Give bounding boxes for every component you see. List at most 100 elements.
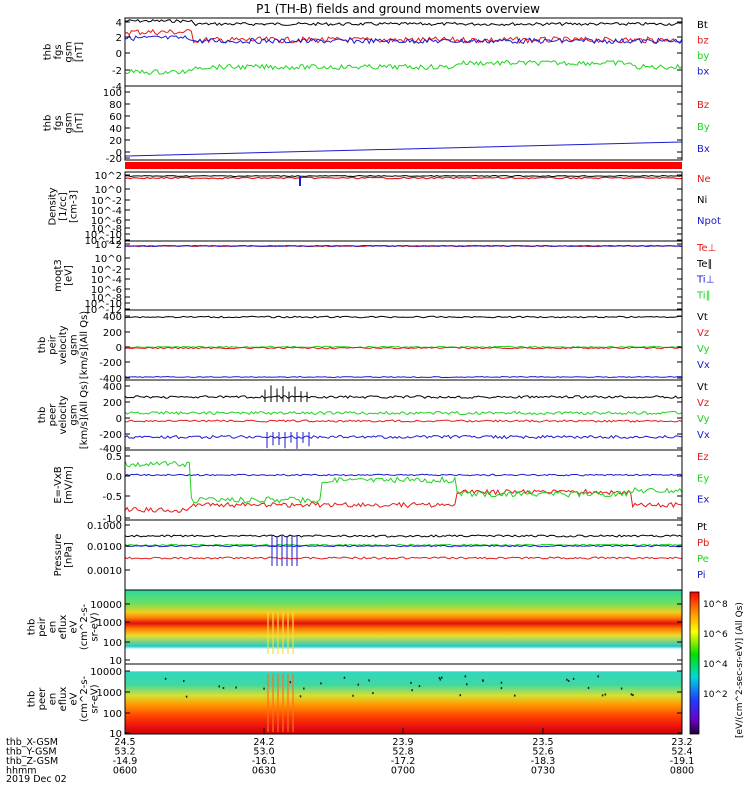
y-axis-label: thb xyxy=(27,619,38,636)
colorbar-label: [eV/(cm^2-sec-sr-eV)] (All Qs) xyxy=(735,602,745,738)
series-Ey xyxy=(124,460,683,504)
y-axis-label: fgs xyxy=(53,115,64,130)
y-axis-label: (cm^2-s- xyxy=(79,603,90,650)
y-tick-label: 4 xyxy=(116,18,122,29)
ephemeris-value: 53.2 xyxy=(114,747,135,758)
series-Bt xyxy=(124,19,683,27)
y-tick-label: 20 xyxy=(109,136,122,147)
colorbar-gradient xyxy=(689,591,700,735)
legend-Ni: Ni xyxy=(697,195,707,206)
ephemeris-value: 24.5 xyxy=(114,737,135,748)
y-axis-label: thb xyxy=(42,115,53,132)
y-axis-label: eflux xyxy=(58,615,69,640)
spectrogram-speck xyxy=(303,687,305,690)
legend-Pt: Pt xyxy=(697,522,707,533)
panel-9: 10000 1000 100 10 thb peir en eflux eV (cm^2-s-sr… xyxy=(27,589,683,667)
panel-frame xyxy=(124,85,683,161)
spectrogram-speck xyxy=(357,683,360,686)
series-Pb xyxy=(124,556,683,560)
spectrogram-speck xyxy=(235,686,237,689)
y-axis-label: velocity xyxy=(58,325,69,364)
spectrogram-speck xyxy=(289,681,292,684)
y-tick-label: -400 xyxy=(99,374,122,385)
y-tick-label: 10^0 xyxy=(95,254,122,265)
spectrogram-speck xyxy=(343,676,346,679)
y-axis-label: gsm xyxy=(63,112,74,133)
spectrogram-speck xyxy=(587,686,590,689)
y-axis-label: (cm^2-s- xyxy=(79,675,90,722)
legend-By: By xyxy=(697,122,710,133)
colorbar-tick-1: 10^6 xyxy=(703,630,728,640)
series-Ne xyxy=(124,176,683,180)
y-axis-label: [nT] xyxy=(74,42,85,62)
spectrogram-speck xyxy=(601,694,604,697)
legend-Vt: Vt xyxy=(697,382,708,393)
y-axis-label: [km/s](All Qs) xyxy=(79,381,90,449)
legend-Vy: Vy xyxy=(697,344,710,355)
colorbar-tick-0: 10^8 xyxy=(703,600,728,610)
y-axis-label: [km/s](All Qs) xyxy=(79,311,90,379)
spectrogram-speck xyxy=(572,677,575,680)
y-tick-label: 1000 xyxy=(97,688,122,699)
series-Vy xyxy=(124,410,683,416)
y-axis-label: thb xyxy=(27,691,38,708)
y-axis-label: E=-VxB xyxy=(53,466,64,503)
ephemeris-value: -16.1 xyxy=(252,756,277,767)
ephemeris-row-label: thb_Y-GSM xyxy=(6,747,57,758)
legend-Vx: Vx xyxy=(697,430,710,441)
legend-Npot: Npot xyxy=(697,216,721,227)
y-tick-label: 10^-2 xyxy=(91,196,122,207)
spectrogram-speck xyxy=(372,692,374,695)
y-tick-label: 10^-12 xyxy=(85,305,122,316)
y-tick-label: 0 xyxy=(116,343,122,354)
legend-Pe: Pe xyxy=(697,554,709,565)
spectrogram xyxy=(125,590,682,664)
series-Tiperp xyxy=(124,244,683,248)
ephemeris-value: 23.5 xyxy=(532,737,553,748)
spectrogram-speck xyxy=(514,694,516,697)
ephemeris-row-label: thb_X-GSM xyxy=(6,737,58,748)
y-tick-label: 2 xyxy=(116,33,122,44)
spectrogram-speck xyxy=(410,681,412,684)
spectrogram-speck xyxy=(352,694,354,697)
date-label: 2019 Dec 02 xyxy=(6,774,67,785)
y-axis-label: en xyxy=(48,621,59,634)
y-axis-label: sr-eV) xyxy=(90,612,101,641)
ephemeris-value: 23.9 xyxy=(392,737,413,748)
series-Pi xyxy=(124,544,683,548)
spectrogram-speck xyxy=(418,685,421,688)
y-axis-label: sr-eV) xyxy=(90,684,101,713)
spectrogram-speck xyxy=(459,694,462,697)
series-Vz xyxy=(124,346,682,350)
spectrogram-speck xyxy=(299,695,302,698)
series-Bx xyxy=(124,141,683,157)
y-axis-label: velocity xyxy=(58,395,69,434)
y-tick-label: 0.0 xyxy=(106,472,122,483)
panel-6: 400 200 0 -200 -400 thb peer velocity gsm [km/s](… xyxy=(37,379,710,455)
y-tick-label: -20 xyxy=(106,154,122,165)
legend-Vy: Vy xyxy=(697,414,710,425)
panel-7: 0.5 0.0 -0.5 -1.0 E=-VxB [mV/m] Ez Ey Ex xyxy=(53,449,709,525)
y-tick-label: 10^-10 xyxy=(85,230,122,241)
ephemeris-row-label: hhmm xyxy=(6,766,37,777)
spectrogram-speck xyxy=(439,678,442,681)
y-tick-label: 0 xyxy=(116,49,122,60)
legend-Ez: Ez xyxy=(697,452,709,463)
y-tick-label: 10^-10 xyxy=(85,299,122,310)
y-tick-label: 10 xyxy=(109,656,122,667)
y-tick-label: 10 xyxy=(109,729,122,740)
y-axis-label: [1/cc] xyxy=(58,192,69,221)
y-tick-label: 100 xyxy=(103,638,122,649)
spectrogram-speck xyxy=(500,687,503,690)
y-axis-label: Pressure xyxy=(53,534,64,577)
y-tick-label: 10^0 xyxy=(95,185,122,196)
y-axis-label: eV xyxy=(69,620,80,633)
spectrogram-speck xyxy=(500,681,503,684)
spectrogram-speck xyxy=(222,686,225,689)
ephemeris-table: thb_X-GSM 24.5 24.2 23.9 23.5 23.2 thb_Y-GSM 53… xyxy=(6,737,694,777)
series-Vz xyxy=(124,419,683,423)
y-tick-label: 10^2 xyxy=(95,240,122,251)
panel-frame xyxy=(124,17,683,87)
spectrogram-speck xyxy=(604,693,607,696)
